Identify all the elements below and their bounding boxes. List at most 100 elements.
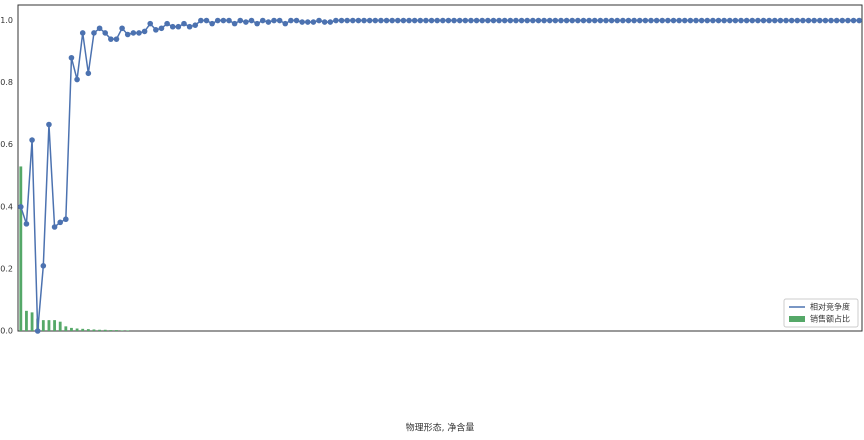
point [46,121,52,128]
point [704,17,711,24]
point [513,17,519,24]
point [372,17,379,24]
point [57,219,63,226]
point [440,17,446,24]
point [102,30,109,36]
point [710,17,716,24]
point [254,20,260,27]
point [23,221,30,227]
bar [58,321,62,331]
y-tick-label: 0.4 [0,202,13,211]
point [349,17,356,24]
point [344,17,350,24]
point [586,17,592,24]
point [147,20,154,27]
point [451,17,457,24]
point [828,17,834,24]
point [468,17,474,24]
point [327,19,334,25]
point [316,17,322,24]
point [248,17,255,24]
legend-swatch [789,316,805,322]
point [231,20,238,27]
point [141,28,148,35]
point [839,17,846,24]
point [85,70,92,77]
point [198,17,204,24]
point [108,36,114,42]
point [74,76,80,83]
y-tick-label: 1.0 [0,16,13,25]
point [614,17,621,24]
point [755,17,761,24]
point [288,17,294,24]
point [760,17,767,24]
point [226,17,232,24]
point [29,137,35,143]
point [243,19,249,25]
y-tick-label: 0.6 [0,140,13,149]
point [569,17,576,24]
point [361,17,367,24]
point [136,30,142,36]
point [428,17,435,24]
point [40,263,47,269]
point [209,20,215,27]
point [265,19,272,25]
point [794,17,801,24]
point [777,17,784,24]
point [271,17,277,24]
point [496,17,502,24]
point [800,17,806,24]
point [434,17,440,24]
point [51,224,58,230]
point [333,17,339,24]
point [670,17,677,24]
point [175,23,182,30]
point [186,23,193,30]
point [541,17,547,24]
y-tick-label: 0.0 [0,327,13,336]
bar [75,328,79,331]
point [366,17,373,24]
point [850,17,857,24]
point [665,17,671,24]
point [18,204,24,210]
point [119,25,125,32]
point [811,17,817,24]
point [299,19,305,25]
point [653,17,660,24]
point [766,17,772,24]
point [169,23,176,30]
point [822,17,829,24]
bar [126,330,130,331]
point [833,17,840,24]
point [130,30,137,36]
point [158,25,165,32]
point [771,17,778,24]
point [620,17,626,24]
bar [30,312,34,331]
point [507,17,514,24]
point [743,17,750,24]
point [304,19,311,25]
point [530,17,536,24]
point [518,17,525,24]
point [406,17,412,24]
point [181,20,187,27]
point [575,17,581,24]
point [479,17,486,24]
point [687,17,694,24]
point [546,17,553,24]
point [817,17,823,24]
point [749,17,756,24]
point [485,17,491,24]
bar [103,329,107,331]
point [580,17,587,24]
point [648,17,654,24]
point [698,17,705,24]
point [383,17,390,24]
bar [92,329,96,331]
bar [47,320,51,331]
